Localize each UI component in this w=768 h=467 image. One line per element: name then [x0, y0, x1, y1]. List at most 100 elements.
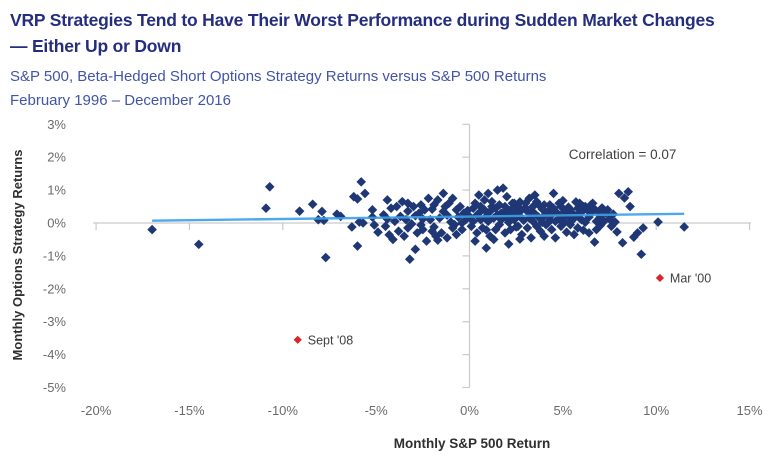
data-point [539, 231, 549, 241]
data-point [386, 203, 396, 213]
x-tick-label: 0% [460, 403, 479, 418]
data-point [488, 234, 499, 245]
data-point [356, 177, 367, 187]
data-point [572, 223, 583, 233]
y-axis-title: Monthly Options Strategy Returns [10, 150, 25, 361]
data-point [548, 188, 559, 199]
data-point [505, 224, 516, 235]
data-point [563, 202, 574, 213]
outlier-label: Sept '08 [308, 333, 354, 347]
data-point [388, 234, 398, 245]
data-point [559, 217, 570, 228]
data-point [332, 209, 342, 219]
data-point [264, 182, 275, 192]
data-point [636, 249, 647, 260]
data-point [679, 222, 690, 232]
data-point [625, 201, 635, 212]
data-point [261, 203, 271, 213]
data-point [516, 205, 527, 215]
data-point [546, 224, 557, 235]
data-point [438, 188, 449, 199]
data-point [457, 224, 467, 235]
data-point [418, 224, 428, 235]
data-point [502, 191, 512, 202]
data-point [307, 199, 318, 210]
data-point [432, 235, 443, 245]
data-point [427, 204, 437, 214]
data-point [410, 244, 421, 255]
x-tick-label: -5% [365, 403, 389, 418]
data-point [393, 226, 404, 237]
data-point [399, 231, 409, 241]
data-point [427, 226, 437, 237]
data-point [524, 193, 535, 204]
data-point [632, 228, 643, 238]
data-point [414, 208, 424, 218]
data-point [320, 252, 331, 263]
data-point [455, 201, 465, 212]
data-point [481, 243, 492, 253]
y-tick-label: 3% [47, 117, 66, 132]
data-point [369, 220, 380, 230]
correlation-annotation: Correlation = 0.07 [569, 147, 677, 162]
y-tick-label: -1% [43, 248, 67, 263]
data-point [446, 217, 456, 227]
data-point [423, 193, 434, 204]
data-point [550, 233, 561, 243]
data-point [378, 209, 389, 220]
data-point [537, 217, 548, 228]
x-tick-label: 5% [553, 403, 572, 418]
data-point [604, 214, 615, 224]
data-point [617, 237, 628, 248]
x-tick-label: -10% [268, 403, 299, 418]
data-point [485, 231, 495, 241]
data-point [401, 214, 411, 225]
data-point [460, 214, 471, 225]
data-point [410, 210, 421, 221]
data-point [358, 218, 368, 228]
data-point [612, 227, 622, 237]
chart-period: February 1996 – December 2016 [10, 92, 231, 109]
data-point [436, 228, 447, 238]
data-point [543, 218, 553, 228]
data-point [597, 203, 607, 213]
data-point [606, 221, 617, 232]
data-point [513, 201, 523, 212]
data-point [531, 196, 542, 207]
data-point [470, 198, 480, 209]
data-point [367, 205, 378, 215]
data-point [539, 200, 549, 210]
data-point [468, 216, 479, 227]
x-tick-label: 15% [737, 403, 763, 418]
data-point [561, 227, 572, 238]
data-point [429, 222, 439, 232]
x-axis-title: Monthly S&P 500 Return [394, 436, 551, 451]
data-point [447, 223, 458, 233]
data-point [638, 223, 648, 233]
data-point [421, 236, 432, 246]
data-point [619, 193, 630, 203]
data-point [397, 196, 408, 207]
data-point [623, 186, 633, 197]
data-point [462, 205, 473, 216]
data-point [360, 188, 370, 199]
data-point [403, 198, 413, 209]
x-tick-label: 10% [643, 403, 669, 418]
data-point [513, 221, 523, 232]
data-point [509, 198, 520, 209]
chart-title: VRP Strategies Tend to Have Their Worst … [10, 10, 715, 56]
y-tick-label: -5% [43, 380, 67, 395]
data-point [468, 203, 479, 213]
data-point [487, 201, 497, 212]
data-point [483, 216, 493, 227]
data-point [380, 221, 391, 232]
data-point [565, 219, 576, 230]
data-point [419, 205, 430, 215]
data-point [558, 195, 568, 206]
data-point [526, 233, 536, 243]
data-point [653, 217, 663, 227]
data-point [522, 223, 533, 233]
data-point [408, 201, 419, 212]
